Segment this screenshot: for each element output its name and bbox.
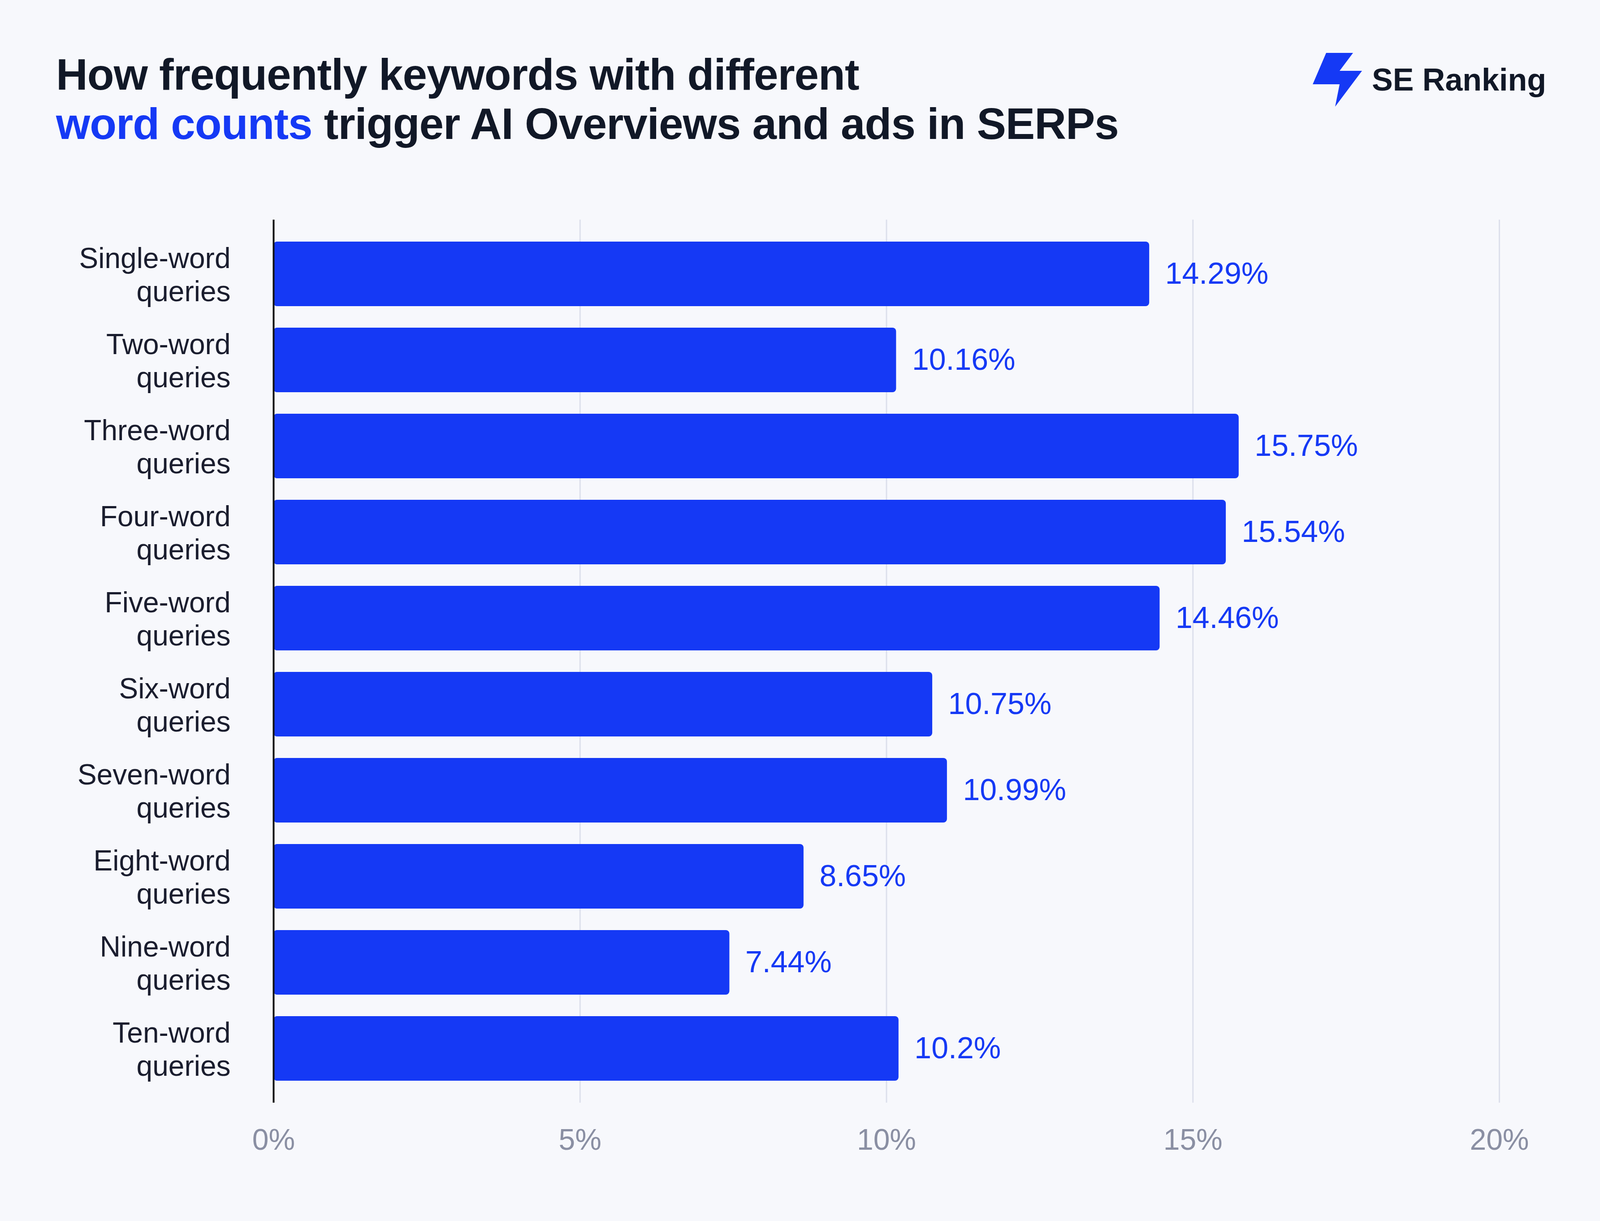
svg-text:0%: 0% <box>252 1122 295 1156</box>
svg-text:14.46%: 14.46% <box>1175 600 1280 635</box>
svg-text:Ten-wordqueries: Ten-wordqueries <box>112 1016 231 1082</box>
svg-text:10.99%: 10.99% <box>962 772 1067 807</box>
svg-text:Five-wordqueries: Five-wordqueries <box>104 586 231 652</box>
svg-text:Four-wordqueries: Four-wordqueries <box>99 500 231 566</box>
svg-text:10%: 10% <box>856 1122 917 1156</box>
svg-text:14.29%: 14.29% <box>1165 255 1269 290</box>
svg-text:Nine-wordqueries: Nine-wordqueries <box>99 930 231 996</box>
svg-text:10.75%: 10.75% <box>948 686 1052 721</box>
svg-text:8.65%: 8.65% <box>819 858 906 893</box>
svg-text:7.44%: 7.44% <box>745 944 832 979</box>
svg-text:10.16%: 10.16% <box>912 341 1016 377</box>
svg-text:20%: 20% <box>1469 1122 1529 1156</box>
svg-text:Eight-wordqueries: Eight-wordqueries <box>93 844 231 910</box>
svg-text:15.54%: 15.54% <box>1241 514 1346 549</box>
html-text:SE Ranking: SE Ranking <box>1371 62 1547 98</box>
svg-text:Single-wordqueries: Single-wordqueries <box>79 242 231 308</box>
svg-text:10.2%: 10.2% <box>914 1030 1001 1065</box>
html-text:word counts trigger AI Overvie: word counts trigger AI Overviews and ads… <box>56 98 1119 149</box>
svg-text:15%: 15% <box>1163 1122 1223 1156</box>
svg-text:Two-wordqueries: Two-wordqueries <box>106 328 231 394</box>
svg-text:5%: 5% <box>558 1122 602 1156</box>
html-text:How frequently keywords with d: How frequently keywords with different <box>56 49 859 100</box>
svg-text:15.75%: 15.75% <box>1254 428 1358 463</box>
svg-text:Six-wordqueries: Six-wordqueries <box>119 672 231 738</box>
svg-text:Seven-wordqueries: Seven-wordqueries <box>77 758 231 824</box>
svg-text:Three-wordqueries: Three-wordqueries <box>83 414 231 480</box>
